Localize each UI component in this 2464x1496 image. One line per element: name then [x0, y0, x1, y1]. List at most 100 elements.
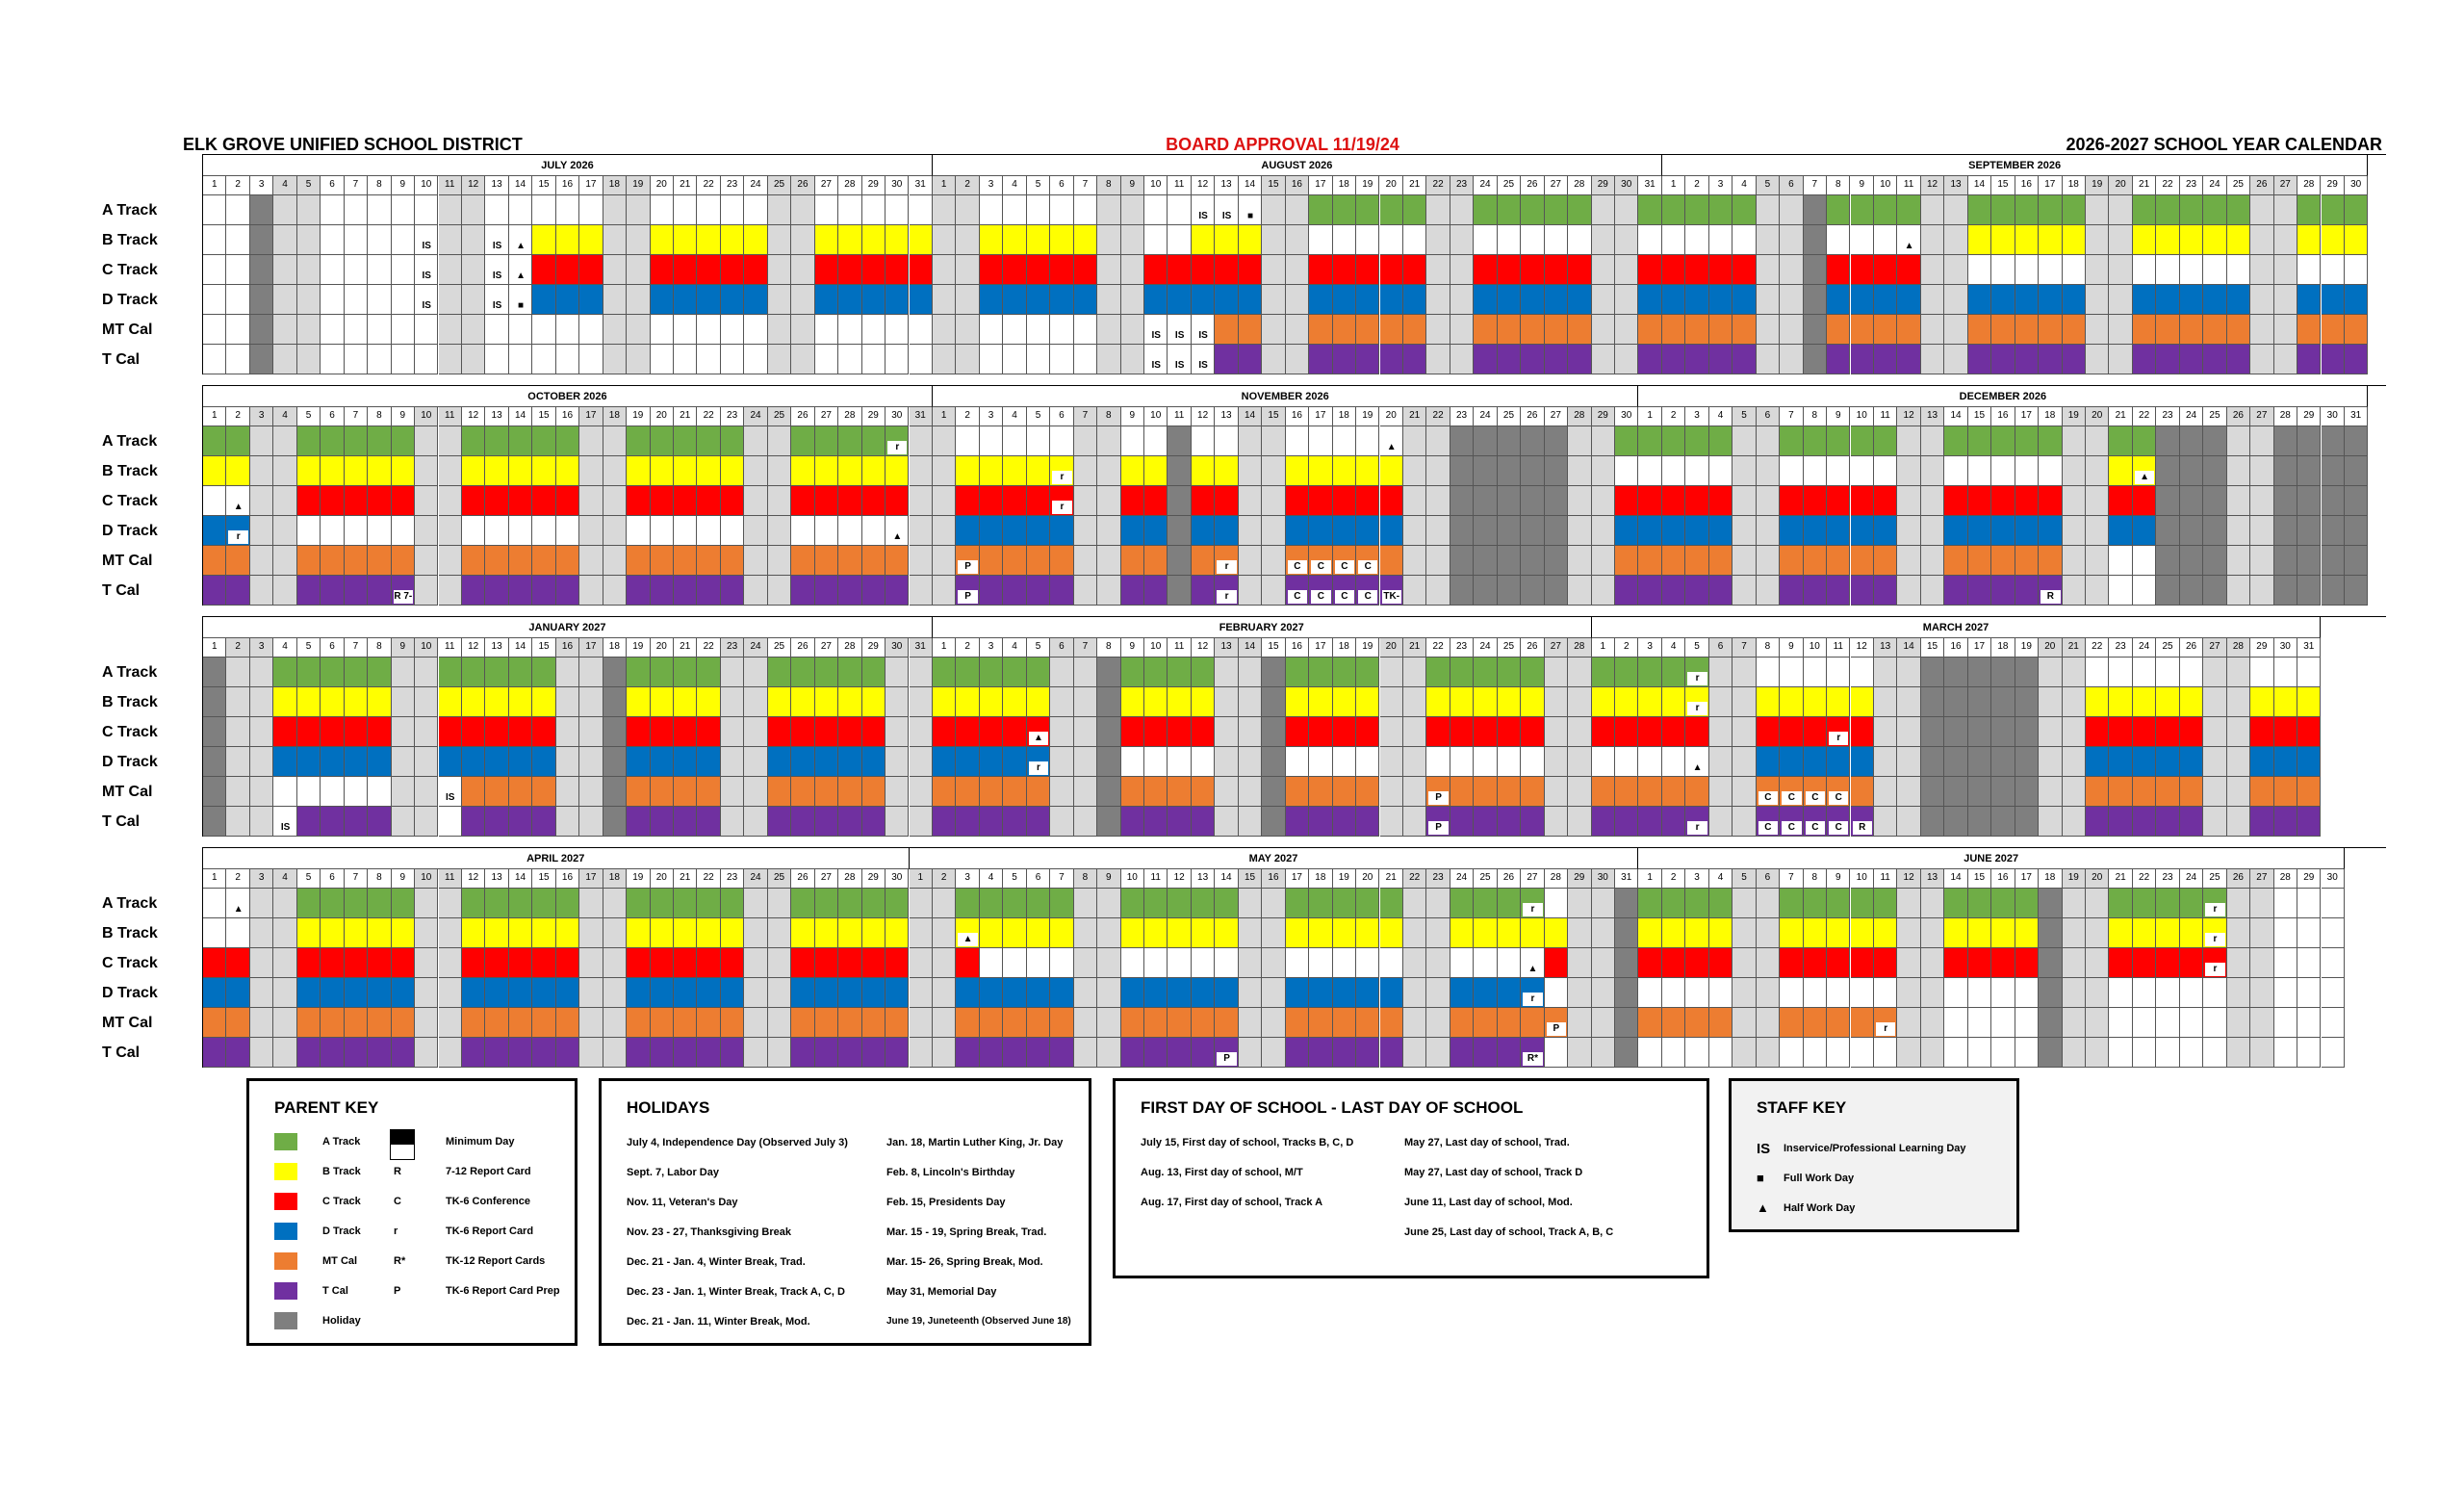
day-cell: [861, 1008, 886, 1038]
day-cell: [1073, 225, 1098, 255]
day-cell: [674, 1038, 698, 1068]
day-cell: [979, 948, 1004, 978]
day-cell: [1920, 948, 1945, 978]
day-cell: [1756, 225, 1781, 255]
day-cell: [1708, 546, 1733, 576]
day-cell: [1638, 315, 1662, 345]
day-cell: [932, 918, 957, 948]
day-cell: [2062, 889, 2086, 918]
day-cell: [979, 1038, 1004, 1068]
day-marker: r: [1687, 702, 1707, 715]
day-cell: [1402, 777, 1427, 807]
day-cell: [203, 747, 227, 777]
row-label: MT Cal: [102, 1015, 153, 1031]
day-number: 7: [1780, 869, 1804, 889]
day-cell: [1215, 658, 1239, 687]
day-number: 24: [1474, 407, 1498, 426]
day-cell: [2179, 1038, 2204, 1068]
day-cell: [344, 486, 369, 516]
day-cell: [1003, 576, 1027, 606]
day-cell: [1732, 747, 1757, 777]
day-cell: [203, 918, 227, 948]
day-cell: [508, 889, 533, 918]
day-cell: [2086, 978, 2110, 1008]
day-cell: [391, 546, 416, 576]
day-number: 16: [1944, 638, 1968, 658]
day-cell: [1262, 889, 1286, 918]
day-cell: [674, 948, 698, 978]
day-cell: [532, 546, 556, 576]
day-cell: [2039, 255, 2063, 285]
day-marker: ▲: [2134, 471, 2155, 484]
day-cell: [296, 717, 321, 747]
day-cell: [532, 687, 556, 717]
day-cell: [979, 516, 1004, 546]
day-cell: [814, 285, 839, 315]
day-cell: [979, 345, 1004, 374]
day-cell: [791, 486, 815, 516]
day-cell: [1897, 195, 1921, 225]
day-cell: [1756, 717, 1781, 747]
day-cell: [720, 1038, 745, 1068]
day-cell: [2203, 486, 2227, 516]
day-cell: [720, 687, 745, 717]
day-cell: [1780, 576, 1804, 606]
day-cell: [720, 889, 745, 918]
day-cell: [1026, 426, 1051, 456]
day-cell: [1215, 315, 1239, 345]
day-cell: [1144, 978, 1168, 1008]
day-cell: [886, 225, 910, 255]
day-cell: [2203, 576, 2227, 606]
day-number: 31: [909, 638, 933, 658]
day-cell: [650, 486, 674, 516]
day-cell: [1168, 576, 1192, 606]
day-cell: [1497, 687, 1522, 717]
day-cell: [1168, 546, 1192, 576]
day-cell: [814, 576, 839, 606]
day-cell: [1450, 546, 1475, 576]
day-number: 13: [485, 176, 509, 195]
day-cell: [1827, 918, 1851, 948]
day-cell: [1073, 918, 1098, 948]
day-number: 26: [2179, 638, 2204, 658]
day-cell: [2344, 426, 2369, 456]
day-cell: [273, 717, 297, 747]
day-cell: [296, 889, 321, 918]
day-number: 15: [532, 407, 556, 426]
day-cell: [1920, 807, 1945, 837]
day-cell: [273, 225, 297, 255]
day-cell: [861, 978, 886, 1008]
day-cell: [627, 456, 651, 486]
day-cell: [2297, 658, 2322, 687]
day-cell: [838, 225, 862, 255]
day-cell: [2321, 225, 2345, 255]
day-number: 1: [1638, 869, 1662, 889]
day-cell: [1050, 948, 1074, 978]
day-cell: [1897, 516, 1921, 546]
day-cell: [909, 747, 933, 777]
day-cell: [273, 889, 297, 918]
day-number: 21: [674, 176, 698, 195]
day-cell: [415, 948, 439, 978]
day-cell: [1285, 658, 1310, 687]
day-cell: [674, 687, 698, 717]
day-cell: [1097, 516, 1121, 546]
day-number: 3: [249, 176, 274, 195]
day-cell: [1568, 948, 1592, 978]
day-cell: [2344, 516, 2369, 546]
day-cell: [744, 1038, 768, 1068]
day-cell: [579, 777, 603, 807]
day-cell: [1497, 456, 1522, 486]
day-cell: [791, 516, 815, 546]
day-cell: [203, 889, 227, 918]
day-cell: [1144, 717, 1168, 747]
day-cell: [697, 889, 721, 918]
day-cell: [650, 315, 674, 345]
day-cell: [603, 889, 628, 918]
day-number: 19: [2062, 407, 2086, 426]
day-cell: [344, 777, 369, 807]
day-cell: [438, 576, 462, 606]
day-cell: [508, 747, 533, 777]
day-cell: [508, 546, 533, 576]
day-cell: [2039, 889, 2063, 918]
